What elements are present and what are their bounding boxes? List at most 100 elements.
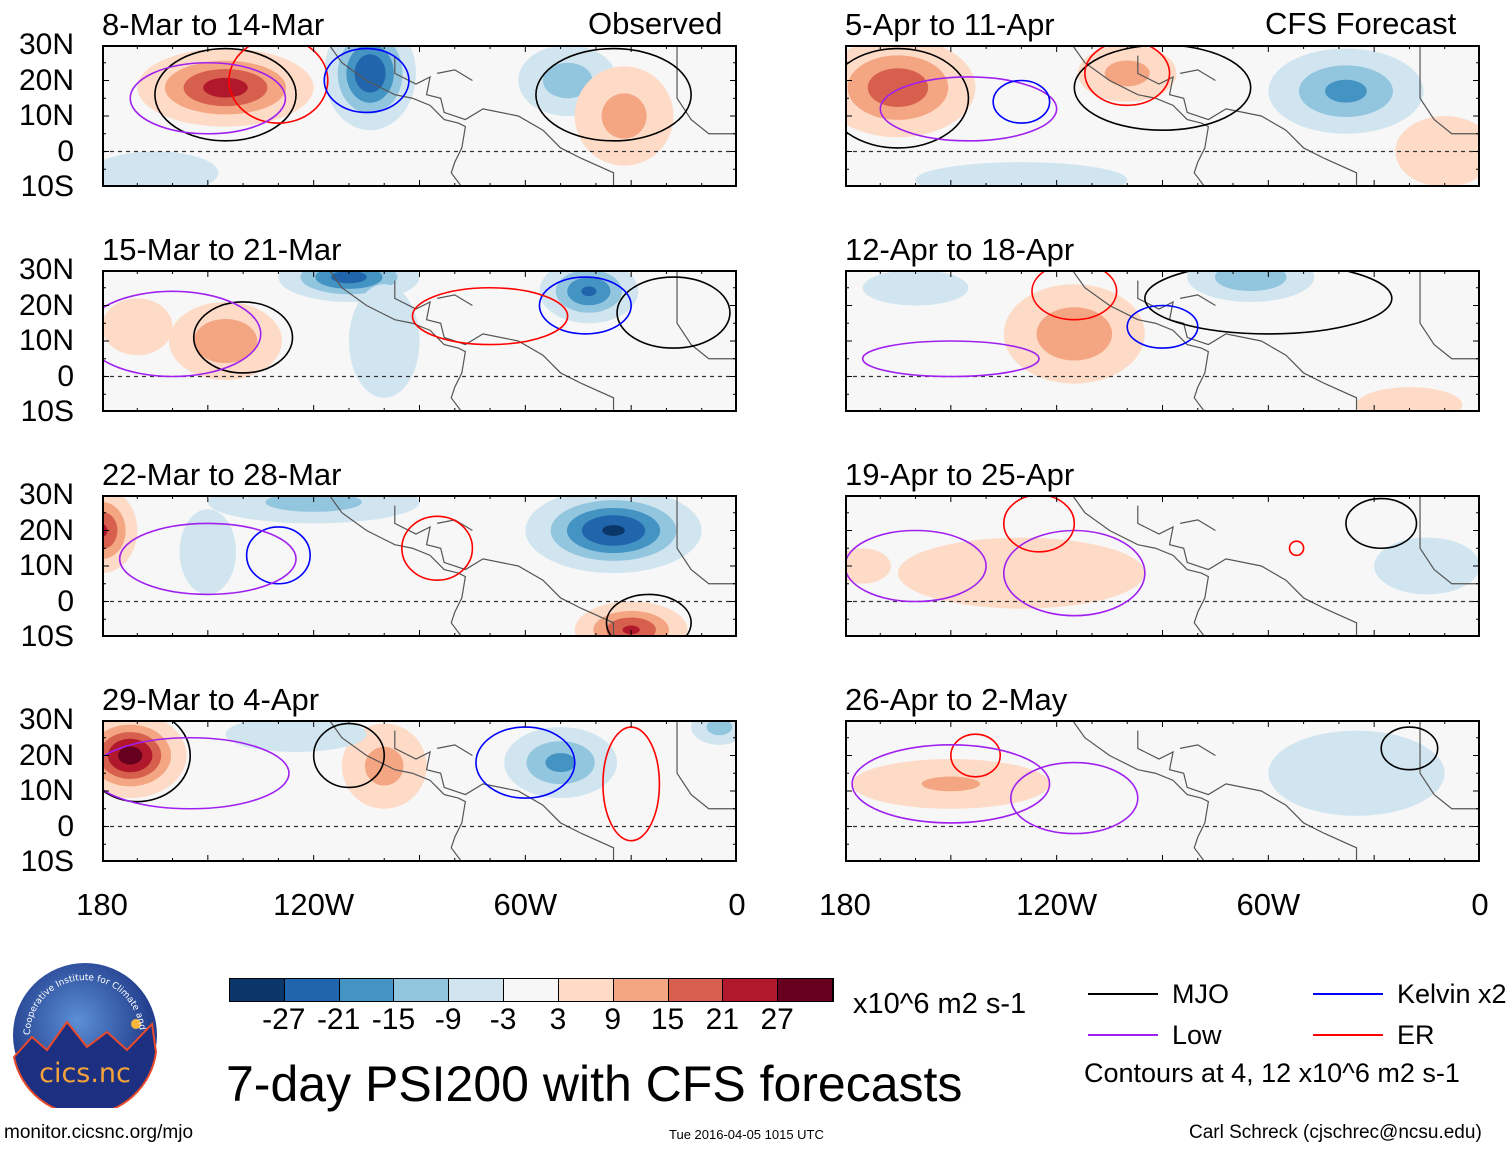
contour-er [1002, 495, 1076, 553]
panel-title: 29-Mar to 4-Apr [102, 682, 320, 717]
anomaly-shading [862, 270, 969, 306]
coastline [394, 505, 615, 637]
anomaly-shading [897, 537, 1145, 609]
contour-er [401, 515, 474, 582]
lat-tick-label: 30N [18, 253, 74, 286]
contour-kelvin [1126, 304, 1199, 349]
lat-tick-label: 20N [18, 288, 74, 322]
contour-mjo [1380, 726, 1439, 771]
contour-mjo [1073, 45, 1252, 131]
contour-er [1288, 540, 1305, 557]
panel-title: 8-Mar to 14-Mar [102, 7, 325, 42]
contour-low [845, 529, 987, 603]
contour-mjo [192, 301, 294, 374]
figure-title: 7-day PSI200 with CFS forecasts [226, 1056, 963, 1112]
map-panel [102, 495, 737, 637]
panel-frame [845, 270, 1480, 412]
anomaly-shading [601, 93, 647, 139]
map-panel [845, 45, 1480, 187]
lat-tick-label: 10S [20, 395, 74, 428]
colorbar-swatch [230, 979, 285, 1001]
contour-low [1002, 529, 1146, 617]
lon-tick-label: 0 [728, 887, 746, 922]
contour-low [118, 522, 297, 596]
panel-title: 5-Apr to 11-Apr [845, 7, 1055, 42]
lat-tick-label: 20N [18, 738, 74, 772]
anomaly-shading [1036, 307, 1113, 361]
contour-mjo [616, 276, 731, 349]
coastline [1137, 55, 1358, 187]
colorbar-label: 15 [650, 1003, 685, 1036]
contour-note: Contours at 4, 12 x10^6 m2 s-1 [1084, 1058, 1460, 1088]
anomaly-shading [354, 54, 386, 93]
colorbar-swatch [284, 979, 340, 1001]
contour-low [1010, 761, 1139, 835]
contour-er [602, 726, 661, 842]
coastline [328, 45, 467, 187]
legend-line [1313, 1034, 1383, 1036]
colorbar-label: -3 [489, 1003, 517, 1036]
anomaly-shading [179, 509, 237, 595]
colorbar-label: -9 [434, 1003, 462, 1036]
map-panel [845, 720, 1480, 862]
contour-kelvin [323, 47, 410, 114]
coastline [1419, 495, 1480, 585]
coastline [676, 720, 737, 810]
coastline [1071, 495, 1210, 637]
contour-mjo [1345, 497, 1418, 550]
logo-text: cics.nc [39, 1058, 131, 1089]
anomaly-shading [921, 776, 981, 792]
panel-title: 12-Apr to 18-Apr [845, 232, 1075, 267]
map-panel [845, 495, 1480, 637]
colorbar-units: x10^6 m2 s-1 [853, 988, 1027, 1020]
coastline [676, 45, 737, 135]
colorbar-swatch [723, 979, 779, 1001]
lat-tick-label: 10S [20, 170, 74, 203]
lat-tick-label: 10N [18, 324, 74, 357]
coastline [1180, 294, 1216, 307]
observed-label: Observed [588, 6, 723, 41]
coastline [437, 294, 473, 307]
panel-frame [102, 495, 737, 637]
colorbar-swatch [558, 979, 614, 1001]
coastline [1419, 720, 1480, 810]
legend-label: Low [1172, 1020, 1222, 1050]
lat-tick-label: 0 [57, 809, 74, 843]
contour-kelvin [245, 526, 311, 585]
map-panel [845, 270, 1480, 412]
coastline [676, 270, 737, 360]
anomaly-shading [602, 525, 625, 536]
panel-frame [845, 45, 1480, 187]
coastline [1137, 280, 1358, 412]
colorbar-swatch [668, 979, 724, 1001]
contour-kelvin [538, 276, 632, 335]
lon-tick-label: 180 [819, 887, 871, 922]
lon-tick-label: 60W [1236, 887, 1301, 922]
lat-tick-label: 20N [18, 63, 74, 97]
contour-low [102, 290, 262, 378]
coastline [1137, 505, 1358, 637]
colorbar [229, 978, 834, 1002]
anomaly-shading [1356, 387, 1463, 412]
anomaly-shading [193, 319, 258, 363]
coastline [394, 280, 615, 412]
panel-frame [845, 720, 1480, 862]
coastline [1071, 270, 1210, 412]
anomaly-shading [1374, 537, 1480, 595]
contour-low [879, 76, 1058, 142]
legend-line [1088, 993, 1158, 995]
anomaly-shading [203, 77, 248, 98]
colorbar-label: 27 [760, 1003, 794, 1036]
source-link[interactable]: monitor.cicsnc.org/mjo [4, 1122, 194, 1143]
colorbar-label: 9 [604, 1003, 622, 1036]
colorbar-swatch [394, 979, 450, 1001]
lat-tick-label: 30N [18, 478, 74, 511]
map-panel [102, 45, 737, 187]
contour-er [950, 733, 1002, 778]
lat-tick-label: 0 [57, 134, 74, 168]
panel-frame [102, 720, 737, 862]
coastline [328, 495, 467, 637]
coastline [1180, 69, 1216, 82]
panel-title: 15-Mar to 21-Mar [102, 232, 342, 267]
contour-mjo [605, 593, 692, 637]
